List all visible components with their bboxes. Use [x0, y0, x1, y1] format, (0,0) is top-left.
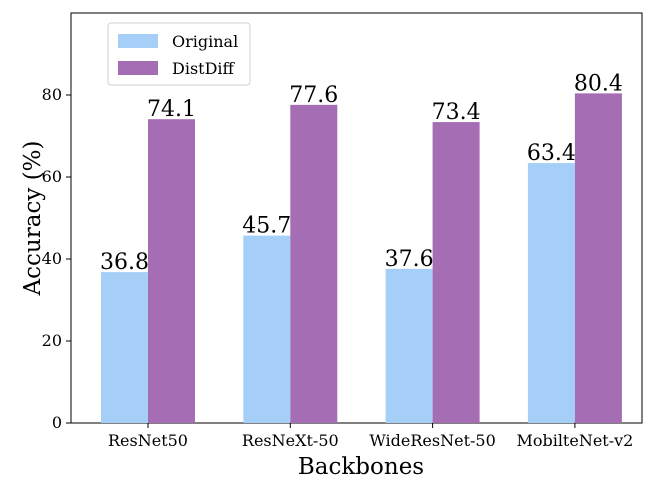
legend-swatch-distdiff	[118, 61, 158, 75]
data-label-original-resnext-50: 45.7	[242, 214, 291, 239]
plot-frame	[70, 12, 643, 424]
y-tick-label-0: 0	[52, 413, 62, 432]
bar-original-mobiltenet-v2	[527, 163, 575, 423]
legend-label-original: Original	[172, 32, 238, 51]
data-label-distdiff-resnext-50: 77.6	[289, 83, 338, 108]
y-tick-label-20: 20	[42, 331, 62, 350]
legend-label-distdiff: DistDiff	[172, 59, 236, 78]
data-label-distdiff-resnet50: 74.1	[147, 97, 196, 122]
bar-original-resnext-50	[243, 235, 291, 423]
x-tick-label-resnet50: ResNet50	[108, 431, 188, 450]
x-tick-label-resnext-50: ResNeXt-50	[242, 431, 339, 450]
legend-swatch-original	[118, 34, 158, 48]
y-tick-label-40: 40	[42, 249, 62, 268]
y-tick-label-60: 60	[42, 167, 62, 186]
x-axis-title: Backbones	[298, 454, 424, 480]
data-label-distdiff-mobiltenet-v2: 80.4	[574, 71, 623, 96]
y-tick-label-80: 80	[42, 85, 62, 104]
bar-distdiff-wideresnet-50	[432, 122, 480, 423]
bar-original-wideresnet-50	[385, 268, 433, 423]
data-label-original-resnet50: 36.8	[100, 250, 149, 275]
bar-distdiff-resnet50	[148, 119, 195, 423]
legend: Original DistDiff	[107, 22, 251, 86]
bar-original-resnet50	[101, 272, 148, 423]
x-axis-ticks: ResNet50 ResNeXt-50 WideResNet-50 MobilteNe…	[108, 423, 633, 450]
x-tick-label-wideresnet-50: WideResNet-50	[369, 431, 495, 450]
y-axis-title: Accuracy (%)	[20, 141, 46, 297]
data-label-original-mobiltenet-v2: 63.4	[527, 141, 576, 166]
bar-distdiff-mobiltenet-v2	[574, 93, 622, 424]
x-tick-label-mobiltenet-v2: MobilteNet-v2	[516, 431, 633, 450]
y-axis-ticks: 0 20 40 60 80	[42, 85, 71, 432]
bars	[101, 93, 622, 424]
data-labels: 36.8 45.7 37.6 63.4 74.1 77.6 73.4 80.4	[100, 71, 623, 275]
data-label-distdiff-wideresnet-50: 73.4	[432, 100, 481, 125]
bar-distdiff-resnext-50	[290, 104, 338, 423]
data-label-original-wideresnet-50: 37.6	[385, 247, 434, 272]
